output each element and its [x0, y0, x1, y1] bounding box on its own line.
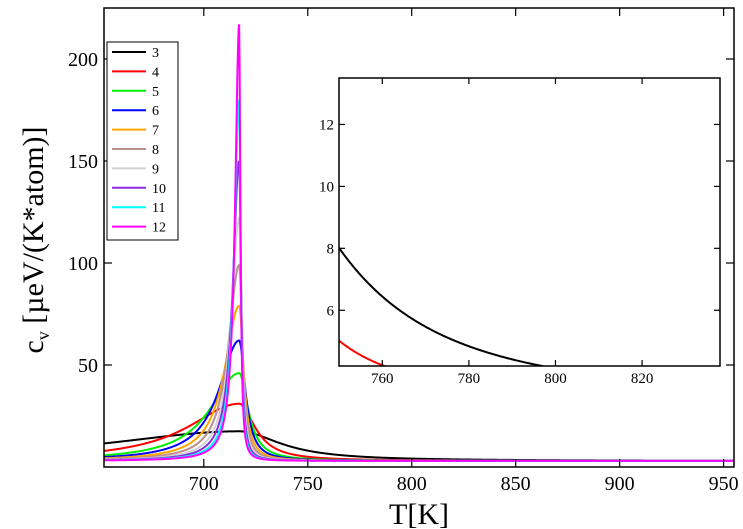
inset-y-tick-label-6: 6 — [327, 303, 335, 319]
inset-x-tick-label-780: 780 — [458, 371, 481, 387]
inset-chart: 760 780 800 820 6 8 10 12 — [319, 77, 721, 387]
x-tick-label-900: 900 — [605, 473, 635, 495]
inset-series-line-3 — [339, 247, 548, 366]
inset-x-tick-label-800: 800 — [544, 371, 567, 387]
inset-y-tick-label-10: 10 — [319, 179, 334, 195]
legend-label-4: 4 — [152, 65, 159, 80]
inset-y-tick-label-8: 8 — [327, 241, 335, 257]
x-tick-label-750: 750 — [293, 473, 323, 495]
legend-label-11: 11 — [152, 201, 165, 216]
y-axis-title-main: c — [17, 340, 50, 353]
y-tick-label-50: 50 — [78, 355, 98, 377]
x-tick-label-800: 800 — [397, 473, 427, 495]
x-axis-title: T[K] — [389, 498, 449, 529]
legend-label-10: 10 — [152, 182, 166, 197]
inset-y-tick-label-12: 12 — [319, 117, 334, 133]
legend-label-5: 5 — [152, 85, 159, 100]
inset-x-tick-label-760: 760 — [371, 371, 394, 387]
legend-label-6: 6 — [152, 104, 159, 119]
y-axis-title: cv [µeV/(K*atom)] — [17, 126, 53, 353]
x-tick-label-700: 700 — [189, 473, 219, 495]
legend-label-3: 3 — [152, 46, 159, 61]
y-tick-label-150: 150 — [68, 151, 98, 173]
y-tick-label-200: 200 — [68, 49, 98, 71]
legend-label-9: 9 — [152, 162, 159, 177]
y-tick-label-100: 100 — [68, 253, 98, 275]
x-tick-label-950: 950 — [709, 473, 739, 495]
x-tick-label-850: 850 — [501, 473, 531, 495]
legend-label-8: 8 — [152, 143, 159, 158]
legend: 3 4 5 6 7 8 9 10 11 12 — [106, 41, 179, 241]
legend-label-7: 7 — [152, 124, 159, 139]
main-axes: 700 750 800 850 900 950 50 100 150 200 — [68, 8, 739, 495]
y-axis-title-sub: v — [33, 331, 53, 340]
main-curves — [104, 24, 734, 462]
y-axis-title-rest: [µeV/(K*atom)] — [17, 126, 50, 331]
plot-frame — [103, 7, 735, 468]
inset-curves — [339, 247, 548, 366]
legend-label-12: 12 — [152, 221, 166, 236]
inset-frame — [338, 77, 721, 367]
inset-axes: 760 780 800 820 6 8 10 12 — [319, 78, 720, 387]
series-line-12 — [104, 24, 734, 462]
inset-background — [339, 78, 720, 366]
inset-x-tick-label-820: 820 — [631, 371, 654, 387]
